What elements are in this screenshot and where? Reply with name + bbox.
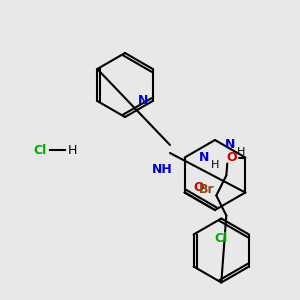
Text: H: H [211, 160, 219, 170]
Text: O: O [226, 151, 237, 164]
Text: Cl: Cl [33, 143, 46, 157]
Text: Br: Br [199, 183, 215, 196]
Text: NH: NH [152, 163, 172, 176]
Text: H: H [67, 143, 77, 157]
Text: N: N [199, 151, 209, 164]
Text: N: N [138, 94, 149, 107]
Text: H: H [237, 147, 245, 157]
Text: O: O [194, 181, 204, 194]
Text: Cl: Cl [215, 232, 228, 245]
Text: N: N [225, 139, 236, 152]
